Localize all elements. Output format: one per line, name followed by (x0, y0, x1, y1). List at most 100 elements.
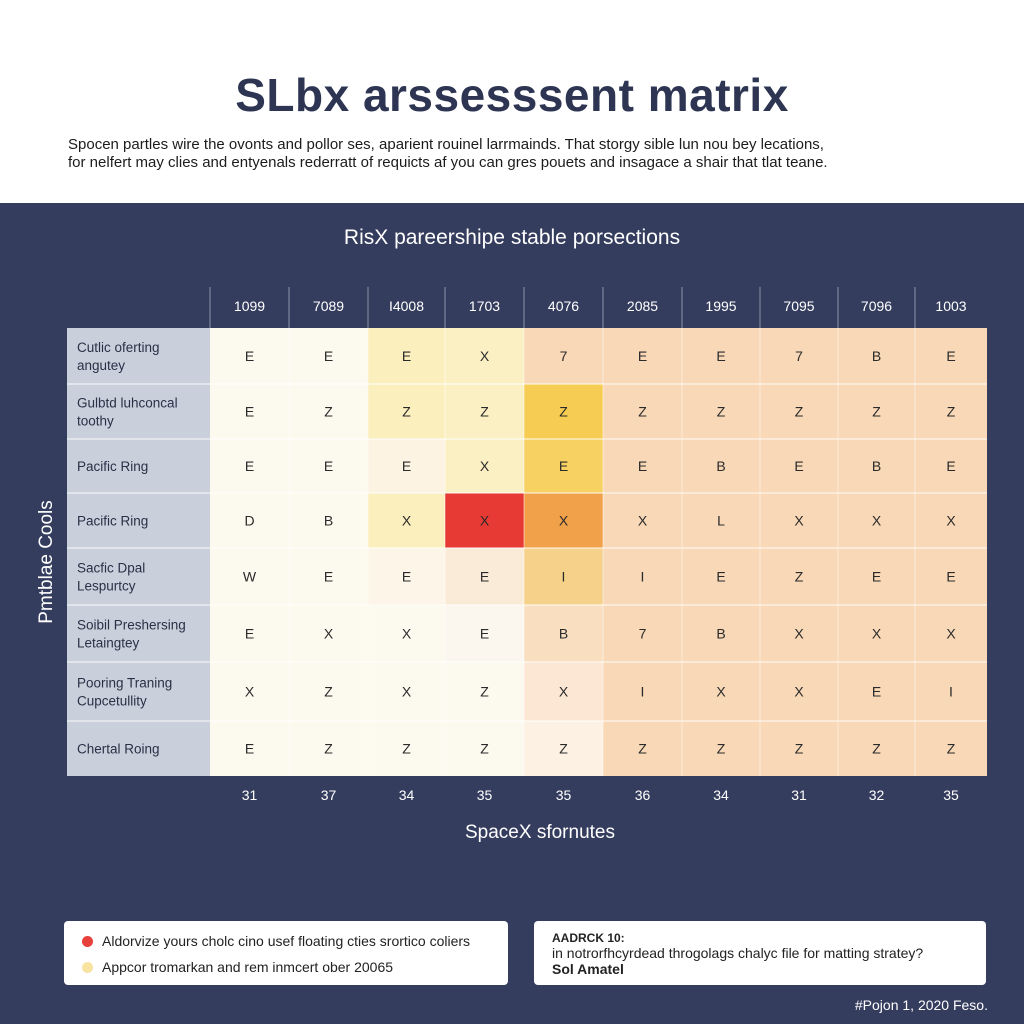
heatmap-cell (210, 439, 289, 493)
heatmap-cell-value: E (946, 348, 955, 364)
heatmap-cell (210, 493, 289, 548)
heatmap-cell (603, 439, 682, 493)
row-label-cell (67, 721, 210, 776)
heatmap-cell (915, 493, 987, 548)
heatmap-cell-value: E (794, 458, 803, 474)
heatmap-cell (368, 721, 445, 776)
column-total-label: 36 (635, 787, 651, 803)
heatmap-cell (289, 548, 368, 605)
heatmap-cell-value: X (946, 626, 956, 642)
heatmap-cell (445, 493, 524, 548)
heatmap-cell-value: 7 (560, 348, 568, 364)
heatmap-cell (445, 662, 524, 721)
heatmap-cell-value: E (402, 458, 411, 474)
heatmap-cell-value: Z (717, 741, 726, 757)
legend-item-label: Aldorvize yours cholc cino usef floating… (102, 933, 471, 949)
heatmap-cell (603, 662, 682, 721)
heatmap-cell-value: X (480, 348, 490, 364)
heatmap-cell-value: Z (480, 684, 489, 700)
heatmap-cell (289, 662, 368, 721)
heatmap-cell-value: E (480, 569, 489, 585)
heatmap-cell-value: X (559, 684, 569, 700)
column-header-label: 4076 (548, 298, 579, 314)
heatmap-cell-value: X (402, 513, 412, 529)
heatmap-cell (603, 384, 682, 439)
heatmap-cell-value: E (872, 569, 881, 585)
heatmap-cell-value: X (794, 513, 804, 529)
heatmap-cell (603, 328, 682, 384)
heatmap-cell (682, 384, 760, 439)
heatmap-cell (289, 439, 368, 493)
heatmap-cell (603, 605, 682, 662)
row-label: Pacific Ring (77, 459, 148, 474)
heatmap-cell-value: Z (795, 404, 804, 420)
heatmap-cell (368, 548, 445, 605)
heatmap-cell (760, 493, 838, 548)
heatmap-cell (289, 605, 368, 662)
column-header-label: 7096 (861, 298, 892, 314)
column-total-label: 35 (556, 787, 572, 803)
heatmap-cell (210, 605, 289, 662)
legend-item-low-risk: Appcor tromarkan and rem inmcert ober 20… (82, 959, 393, 975)
heatmap-cell-value: Z (795, 741, 804, 757)
heatmap-cell (760, 439, 838, 493)
heatmap-cell (682, 328, 760, 384)
column-header-label: 1995 (705, 298, 736, 314)
heatmap-cell (682, 439, 760, 493)
heatmap-cell-value: E (245, 741, 254, 757)
row-label-cell (67, 328, 210, 384)
heatmap-cell (368, 605, 445, 662)
heatmap-cell-value: B (872, 348, 881, 364)
header: SLbx arssesssent matrix Spocen partles w… (0, 0, 1024, 203)
column-header-label: 1003 (935, 298, 966, 314)
heatmap-cell-value: 7 (795, 348, 803, 364)
row-label: Cupcetullity (77, 694, 147, 709)
column-header-label: 2085 (627, 298, 658, 314)
heatmap-cell (289, 721, 368, 776)
heatmap-cell-value: X (402, 626, 412, 642)
column-total-label: 34 (399, 787, 415, 803)
heatmap-cell (760, 721, 838, 776)
heatmap-cell (210, 328, 289, 384)
heatmap-cell-value: Z (872, 741, 881, 757)
heatmap-cell (838, 493, 915, 548)
row-label: angutey (77, 358, 125, 373)
column-header-label: 7095 (783, 298, 814, 314)
heatmap-cell (915, 439, 987, 493)
legend: Aldorvize yours cholc cino usef floating… (64, 921, 508, 985)
heatmap-cell-value: X (872, 513, 882, 529)
row-label-cell (67, 439, 210, 493)
heatmap-cell-value: X (716, 684, 726, 700)
heatmap-cell (524, 721, 603, 776)
heatmap-cell (368, 662, 445, 721)
heatmap-cell (368, 439, 445, 493)
subtitle-line-1: Spocen partles wire the ovonts and pollo… (68, 136, 824, 153)
heatmap-cell (524, 328, 603, 384)
heatmap-cell-value: Z (480, 741, 489, 757)
heatmap-cell (838, 439, 915, 493)
x-axis-label: SpaceX sfornutes (465, 822, 615, 843)
page-subtitle: Spocen partles wire the ovonts and pollo… (68, 136, 948, 172)
heatmap-cell-value: Z (947, 404, 956, 420)
column-header-label: 7089 (313, 298, 344, 314)
heatmap-cell-value: E (716, 348, 725, 364)
heatmap-cell-value: D (244, 513, 254, 529)
row-label-cell (67, 662, 210, 721)
legend-item-label: Appcor tromarkan and rem inmcert ober 20… (102, 959, 394, 975)
row-label-cell (67, 384, 210, 439)
heatmap-cell-value: E (946, 458, 955, 474)
heatmap-cell (838, 548, 915, 605)
subtitle-line-2: for nelfert may clies and entyenals rede… (68, 154, 828, 171)
row-label: toothy (77, 414, 114, 429)
heatmap-cell (210, 721, 289, 776)
heatmap-cell (682, 721, 760, 776)
heatmap-cell (524, 439, 603, 493)
heatmap-cell-value: Z (559, 741, 568, 757)
note-answer: Sol Amatel (552, 961, 624, 977)
column-total-label: 37 (321, 787, 337, 803)
heatmap-cell (682, 605, 760, 662)
note-heading: AADRCK 10: (552, 931, 625, 945)
heatmap-cell-value: E (638, 348, 647, 364)
heatmap-cell (524, 662, 603, 721)
